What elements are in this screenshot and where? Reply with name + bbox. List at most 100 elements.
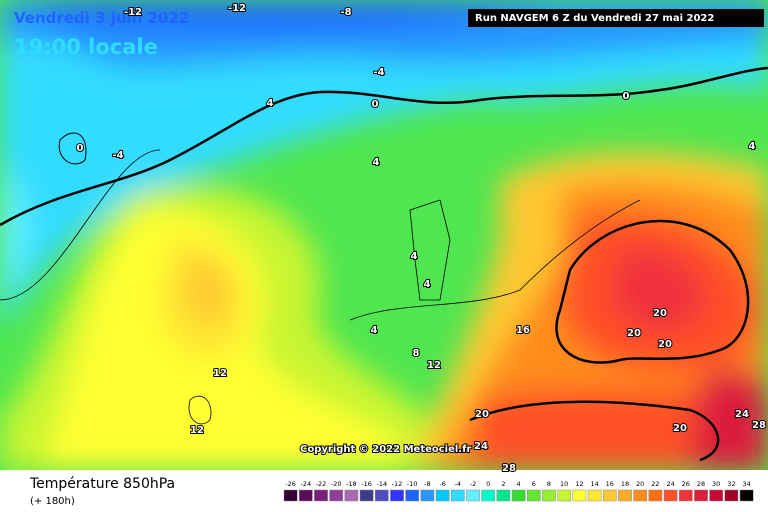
legend-title: Température 850hPa bbox=[29, 476, 175, 492]
legend-swatch bbox=[329, 489, 344, 502]
legend-swatch bbox=[466, 489, 480, 502]
legend-label: 28 bbox=[697, 480, 705, 488]
legend-swatch bbox=[633, 489, 648, 502]
contour-label: 24 bbox=[474, 441, 488, 452]
legend-swatch bbox=[420, 489, 435, 502]
contour-label: 12 bbox=[213, 368, 227, 379]
legend-label: -14 bbox=[376, 480, 387, 488]
legend-swatch bbox=[359, 489, 374, 502]
legend-label: 16 bbox=[606, 480, 614, 488]
contour-label: 24 bbox=[735, 409, 749, 420]
legend-label: -22 bbox=[316, 480, 327, 488]
legend-swatch bbox=[450, 489, 465, 502]
forecast-date: Vendredi 3 juin 2022 bbox=[14, 9, 189, 27]
legend-swatch bbox=[678, 489, 693, 502]
legend-swatch bbox=[496, 489, 511, 502]
legend-label: -20 bbox=[331, 480, 342, 488]
legend-label: 24 bbox=[666, 480, 674, 488]
contour-label: 16 bbox=[516, 325, 530, 336]
legend-label: 26 bbox=[682, 480, 690, 488]
legend-label: 20 bbox=[636, 480, 644, 488]
run-info: Run NAVGEM 6 Z du Vendredi 27 mai 2022 bbox=[475, 13, 714, 24]
contour-label: 0 bbox=[623, 91, 630, 102]
legend-swatch bbox=[663, 489, 678, 502]
legend-swatch bbox=[739, 489, 754, 502]
legend-label: 14 bbox=[590, 480, 598, 488]
contour-label: 28 bbox=[752, 420, 766, 431]
legend-label: -10 bbox=[407, 480, 418, 488]
contour-label: 4 bbox=[424, 279, 431, 290]
legend-label: -6 bbox=[439, 480, 445, 488]
contour-label: 20 bbox=[627, 328, 641, 339]
legend-label: -12 bbox=[392, 480, 403, 488]
legend-label: 32 bbox=[727, 480, 735, 488]
legend-swatch bbox=[314, 489, 328, 502]
legend-label: -8 bbox=[424, 480, 430, 488]
contour-label: 4 bbox=[371, 325, 378, 336]
contour-label: 28 bbox=[502, 463, 516, 474]
legend-label: 18 bbox=[621, 480, 629, 488]
legend-swatch bbox=[724, 489, 739, 502]
contour-label: 0 bbox=[77, 143, 84, 154]
contour-label: -12 bbox=[228, 3, 246, 14]
legend-label: -2 bbox=[470, 480, 476, 488]
contour-label: 4 bbox=[411, 251, 418, 262]
contour-label: 4 bbox=[373, 157, 380, 168]
contour-label: 20 bbox=[475, 409, 489, 420]
legend-label: -26 bbox=[285, 480, 296, 488]
legend-label: -16 bbox=[361, 480, 372, 488]
contour-label: -4 bbox=[373, 67, 384, 78]
legend-swatch bbox=[435, 489, 450, 502]
legend-label: -18 bbox=[346, 480, 357, 488]
legend-label: 6 bbox=[532, 480, 536, 488]
run-banner bbox=[468, 9, 764, 27]
legend-swatch bbox=[390, 489, 404, 502]
legend-label: 12 bbox=[575, 480, 583, 488]
copyright: Copyright © 2022 Meteociel.fr bbox=[300, 444, 471, 455]
legend-swatch bbox=[557, 489, 572, 502]
legend-swatch bbox=[694, 489, 708, 502]
legend-swatch bbox=[618, 489, 632, 502]
contour-label: 8 bbox=[413, 348, 420, 359]
legend-label: 2 bbox=[501, 480, 505, 488]
legend-swatch bbox=[572, 489, 587, 502]
legend-swatch bbox=[587, 489, 602, 502]
contour-label: -8 bbox=[340, 7, 351, 18]
legend-swatch bbox=[405, 489, 420, 502]
legend-label: -24 bbox=[300, 480, 311, 488]
legend-swatch bbox=[648, 489, 663, 502]
legend-label: -4 bbox=[455, 480, 461, 488]
contour-label: 12 bbox=[190, 425, 204, 436]
forecast-time: 19:00 locale bbox=[14, 35, 158, 59]
contour-label: 20 bbox=[673, 423, 687, 434]
legend-swatch bbox=[481, 489, 496, 502]
legend-label: 0 bbox=[486, 480, 490, 488]
legend-label: 8 bbox=[547, 480, 551, 488]
legend-swatch bbox=[374, 489, 389, 502]
contour-label: -12 bbox=[124, 7, 142, 18]
legend-swatch bbox=[602, 489, 617, 502]
contour-label: 20 bbox=[658, 339, 672, 350]
legend-label: 4 bbox=[517, 480, 521, 488]
legend-label: 30 bbox=[712, 480, 720, 488]
contour-label: 0 bbox=[372, 99, 379, 110]
legend-swatch bbox=[283, 489, 298, 502]
legend-swatch bbox=[344, 489, 359, 502]
legend-label: 10 bbox=[560, 480, 568, 488]
legend-subtitle: (+ 180h) bbox=[30, 496, 75, 507]
contour-label: 20 bbox=[653, 308, 667, 319]
contour-label: 4 bbox=[267, 98, 274, 109]
contour-label: 12 bbox=[427, 360, 441, 371]
legend-swatch bbox=[542, 489, 556, 502]
legend-swatch bbox=[511, 489, 526, 502]
legend-swatch bbox=[526, 489, 541, 502]
contours bbox=[0, 66, 768, 462]
legend-swatch bbox=[298, 489, 313, 502]
legend-label: 34 bbox=[742, 480, 750, 488]
legend-label: 22 bbox=[651, 480, 659, 488]
contour-label: 4 bbox=[749, 141, 756, 152]
temperature-field bbox=[0, 0, 768, 470]
contour-label: -4 bbox=[112, 150, 123, 161]
